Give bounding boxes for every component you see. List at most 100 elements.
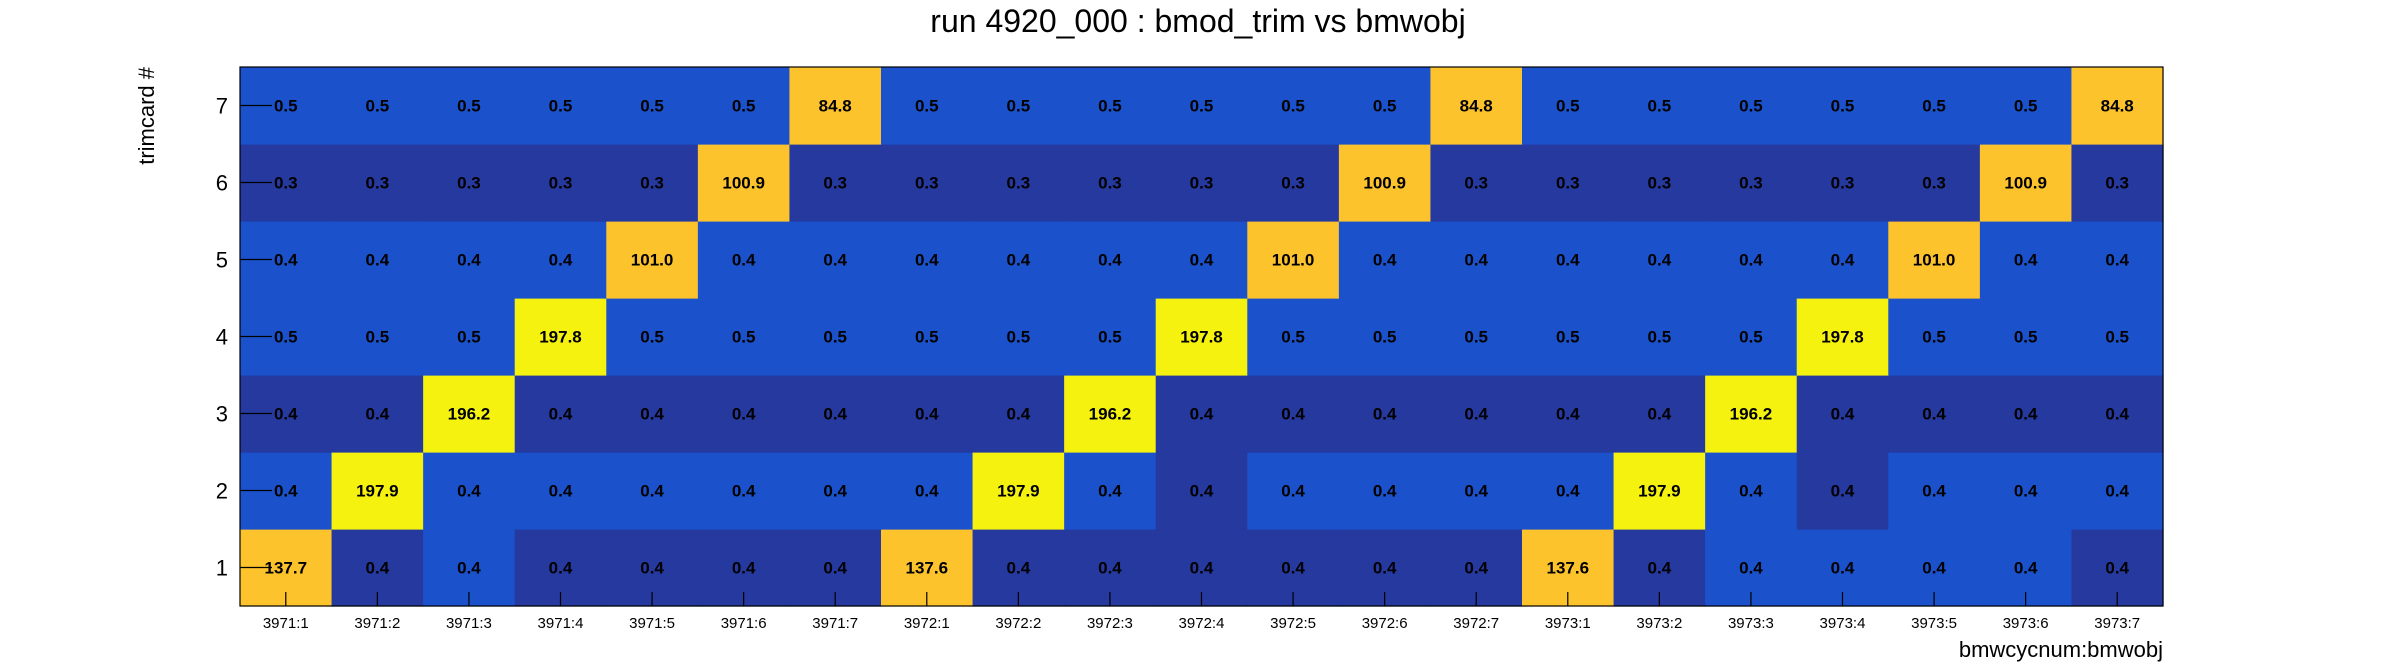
y-axis-ticks: 1 2 3 4 5 6 7 — [216, 94, 272, 581]
heatmap-cell — [881, 452, 974, 530]
heatmap-cell — [1888, 298, 1981, 376]
y-tick-label: 1 — [216, 556, 228, 581]
cell-value-label: 0.5 — [366, 328, 390, 347]
cell-value-label: 197.9 — [1638, 482, 1681, 501]
y-tick-label: 4 — [216, 325, 228, 350]
cell-value-label: 84.8 — [2101, 97, 2134, 116]
x-tick-label: 3971:6 — [721, 615, 767, 632]
cell-value-label: 0.4 — [2014, 482, 2038, 501]
heatmap-cell — [1155, 221, 1248, 299]
cell-value-label: 0.5 — [1556, 328, 1580, 347]
x-tick-label: 3972:6 — [1362, 615, 1408, 632]
cell-value-label: 0.4 — [915, 405, 939, 424]
heatmap-cell — [1979, 452, 2073, 530]
cell-value-label: 0.4 — [1556, 482, 1580, 501]
cell-value-label: 0.4 — [732, 251, 756, 270]
heatmap-cell — [1522, 298, 1615, 376]
x-tick-label: 3971:1 — [263, 615, 309, 632]
cell-value-label: 197.8 — [539, 328, 582, 347]
cell-value-label: 0.5 — [2014, 97, 2038, 116]
heatmap-cell — [1522, 452, 1615, 530]
x-tick-label: 3971:2 — [354, 615, 400, 632]
cell-value-label: 0.4 — [549, 405, 573, 424]
cell-value-label: 0.4 — [1190, 482, 1214, 501]
cell-value-label: 0.4 — [549, 251, 573, 270]
cell-value-label: 0.3 — [1281, 174, 1305, 193]
heatmap-cell — [2071, 298, 2164, 376]
cell-value-label: 0.4 — [1464, 251, 1488, 270]
cell-value-label: 0.4 — [1007, 559, 1031, 578]
cell-value-label: 0.3 — [823, 174, 847, 193]
cell-value-label: 0.5 — [1281, 97, 1305, 116]
cell-value-label: 0.4 — [457, 482, 481, 501]
heatmap-cell — [1705, 67, 1798, 145]
heatmap-cell — [1338, 67, 1432, 145]
cell-value-label: 0.4 — [366, 405, 390, 424]
heatmap-cell — [1888, 144, 1981, 222]
cell-value-label: 100.9 — [2004, 174, 2047, 193]
cell-value-label: 0.5 — [1648, 97, 1672, 116]
cell-value-label: 0.5 — [823, 328, 847, 347]
cell-value-label: 0.3 — [915, 174, 939, 193]
cell-value-label: 0.4 — [915, 482, 939, 501]
cell-value-label: 0.4 — [1373, 405, 1397, 424]
cell-value-label: 0.4 — [457, 559, 481, 578]
cell-value-label: 0.5 — [1556, 97, 1580, 116]
cell-value-label: 0.4 — [1556, 251, 1580, 270]
heatmap-cell — [881, 144, 974, 222]
heatmap-cell — [1979, 375, 2073, 453]
cell-value-label: 0.4 — [1464, 559, 1488, 578]
cell-value-label: 196.2 — [448, 405, 491, 424]
cell-value-label: 0.4 — [1922, 405, 1946, 424]
cell-value-label: 0.5 — [1007, 328, 1031, 347]
x-tick-label: 3973:2 — [1636, 615, 1682, 632]
heatmap-cell — [881, 221, 974, 299]
heatmap-cell — [972, 221, 1065, 299]
cell-value-label: 0.4 — [640, 405, 664, 424]
cell-value-label: 0.4 — [1648, 559, 1672, 578]
heatmap-cell — [972, 67, 1065, 145]
heatmap-cell — [1796, 67, 1889, 145]
heatmap-cell — [606, 298, 699, 376]
cell-value-label: 0.5 — [915, 97, 939, 116]
heatmap-cell — [1613, 375, 1706, 453]
cell-value-label: 0.5 — [457, 97, 481, 116]
x-tick-label: 3971:3 — [446, 615, 492, 632]
heatmap-cell — [1796, 221, 1889, 299]
heatmap-cell — [423, 221, 516, 299]
x-tick-label: 3971:4 — [538, 615, 584, 632]
x-tick-label: 3972:5 — [1270, 615, 1316, 632]
cell-value-label: 137.7 — [265, 559, 308, 578]
heatmap-cell — [423, 67, 516, 145]
heatmap-cell — [1613, 67, 1706, 145]
heatmap-cell — [606, 375, 699, 453]
heatmap-cell — [331, 452, 424, 530]
heatmap-cell — [1430, 298, 1523, 376]
x-tick-label: 3973:7 — [2094, 615, 2140, 632]
cell-value-label: 0.4 — [823, 405, 847, 424]
heatmap-cell — [1430, 144, 1523, 222]
heatmap-cell — [789, 67, 882, 145]
x-tick-label: 3973:3 — [1728, 615, 1774, 632]
heatmap-cell — [514, 375, 607, 453]
heatmap-cell — [1979, 221, 2073, 299]
heatmap-cell — [789, 298, 882, 376]
cell-value-label: 197.9 — [997, 482, 1040, 501]
heatmap-cell — [1613, 452, 1706, 530]
cell-value-label: 0.5 — [457, 328, 481, 347]
cell-value-label: 0.5 — [640, 328, 664, 347]
x-axis-label: bmwcycnum:bmwobj — [1959, 637, 2163, 662]
cell-value-label: 0.5 — [2105, 328, 2129, 347]
heatmap-cell — [1705, 144, 1798, 222]
cell-value-label: 100.9 — [722, 174, 765, 193]
cell-value-label: 0.4 — [366, 559, 390, 578]
cell-value-label: 0.5 — [1373, 328, 1397, 347]
cell-value-label: 0.4 — [1281, 559, 1305, 578]
y-tick-label: 2 — [216, 479, 228, 504]
cell-value-label: 0.5 — [1373, 97, 1397, 116]
y-axis-label: trimcard # — [134, 66, 159, 165]
cell-value-label: 0.4 — [823, 482, 847, 501]
heatmap-cell — [331, 67, 424, 145]
heatmap-cell — [1979, 298, 2073, 376]
cell-value-label: 0.4 — [1831, 482, 1855, 501]
